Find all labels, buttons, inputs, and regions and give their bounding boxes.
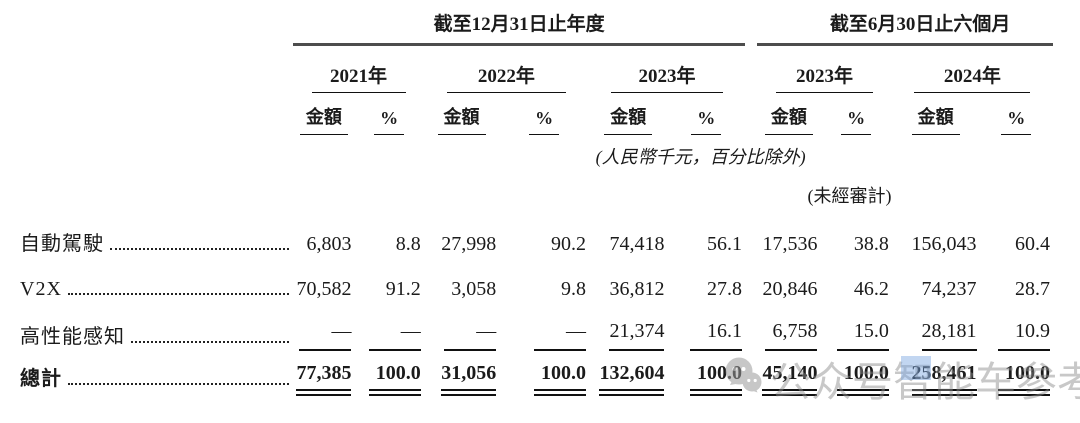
cell-value: —: [424, 310, 499, 358]
table-row: 自動駕駛 6,803 8.8 27,998 90.2 74,418 56.1 1…: [20, 213, 1053, 265]
year-2021: 2021年: [293, 44, 424, 93]
cell-value: 36,812: [609, 278, 665, 300]
cell-value: 28.7: [1015, 278, 1050, 300]
unaudited-note: (未經審計): [807, 186, 892, 206]
cell-value: 56.1: [706, 233, 742, 255]
col-amount: 金額: [892, 93, 980, 135]
cell-value: 60.4: [1015, 233, 1050, 255]
col-amount: 金額: [589, 93, 668, 135]
year-2023-h1: 2023年: [757, 44, 892, 93]
row-label-hp-perception: 高性能感知: [20, 326, 125, 348]
period-header-h1: 截至6月30日止六個月: [757, 0, 1053, 46]
col-percent: %: [980, 93, 1054, 135]
table-row: 高性能感知 — — — — 21,374 16.1 6,758 15.0 28,…: [20, 310, 1053, 358]
cell-value: 16.1: [667, 310, 745, 358]
cell-value: 91.2: [385, 278, 421, 300]
cell-value: 6,758: [757, 310, 820, 358]
cell-value: 15.0: [820, 310, 891, 358]
cell-value: 90.2: [550, 233, 586, 255]
total-value: 100.0: [980, 358, 1054, 404]
cell-value: 8.8: [395, 233, 421, 255]
col-percent: %: [820, 93, 891, 135]
cell-value: 28,181: [892, 310, 980, 358]
cell-value: —: [499, 310, 589, 358]
cell-value: 21,374: [589, 310, 668, 358]
col-percent: %: [354, 93, 423, 135]
table-row: V2X 70,582 91.2 3,058 9.8 36,812 27.8 20…: [20, 265, 1053, 310]
total-row: 總計 77,385 100.0 31,056 100.0 132,604 100…: [20, 358, 1053, 404]
column-header-row: 金額 % 金額 % 金額 % 金額 % 金額 %: [20, 93, 1053, 135]
cell-value: 3,058: [451, 278, 497, 300]
total-value: 31,056: [424, 358, 499, 404]
currency-note: (人民幣千元，百分比除外): [595, 147, 806, 167]
col-amount: 金額: [293, 93, 354, 135]
total-value: 77,385: [293, 358, 354, 404]
year-header-row: 2021年 2022年 2023年 2023年 2024年: [20, 44, 1053, 93]
year-2023: 2023年: [589, 44, 745, 93]
unaudited-note-row: (未經審計): [20, 175, 1053, 213]
cell-value: 74,237: [921, 278, 977, 300]
year-2022: 2022年: [424, 44, 589, 93]
col-amount: 金額: [424, 93, 499, 135]
cell-value: 20,846: [762, 278, 818, 300]
cell-value: 38.8: [853, 233, 889, 255]
dot-leader: [110, 247, 290, 250]
revenue-breakdown-table: 截至12月31日止年度 截至6月30日止六個月 2021年 2022年 2023…: [20, 0, 1053, 404]
col-percent: %: [499, 93, 589, 135]
year-2024-h1: 2024年: [892, 44, 1053, 93]
dot-leader: [67, 292, 290, 295]
total-value: 100.0: [499, 358, 589, 404]
total-value: 100.0: [820, 358, 891, 404]
dot-leader: [68, 382, 290, 385]
col-percent: %: [667, 93, 745, 135]
cell-value: 9.8: [560, 278, 586, 300]
total-value: 45,140: [757, 358, 820, 404]
cell-value: 70,582: [296, 278, 352, 300]
row-label-autonomous-driving: 自動駕駛: [20, 233, 104, 255]
period-header-row: 截至12月31日止年度 截至6月30日止六個月: [20, 0, 1053, 46]
cell-value: 27,998: [441, 233, 497, 255]
cell-value: —: [293, 310, 354, 358]
cell-value: 74,418: [609, 233, 665, 255]
total-value: 100.0: [354, 358, 423, 404]
total-value: 132,604: [589, 358, 668, 404]
row-label-total: 總計: [20, 368, 62, 390]
col-amount: 金額: [757, 93, 820, 135]
row-label-v2x: V2X: [20, 278, 62, 300]
cell-value: 156,043: [911, 233, 977, 255]
period-header-fy: 截至12月31日止年度: [293, 0, 745, 46]
cell-value: 17,536: [762, 233, 818, 255]
cell-value: —: [354, 310, 423, 358]
total-value: 100.0: [667, 358, 745, 404]
cell-value: 27.8: [706, 278, 742, 300]
cell-value: 6,803: [306, 233, 352, 255]
cell-value: 10.9: [980, 310, 1054, 358]
dot-leader: [131, 340, 290, 343]
cell-value: 46.2: [853, 278, 889, 300]
total-value: 258,461: [892, 358, 980, 404]
currency-note-row: (人民幣千元，百分比除外): [20, 135, 1053, 175]
